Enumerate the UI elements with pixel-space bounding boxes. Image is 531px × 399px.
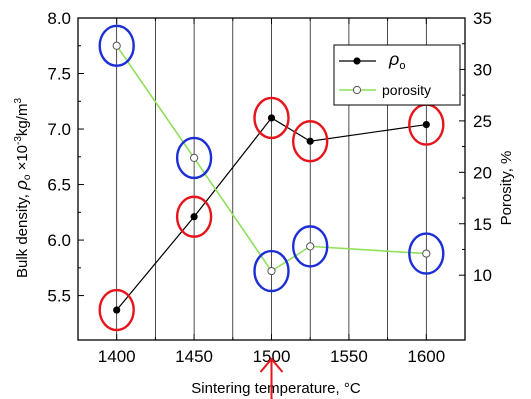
data-point-porosity (422, 249, 431, 258)
x-tick-label: 1600 (407, 347, 445, 366)
y-right-tick-label: 10 (473, 266, 492, 285)
y-right-tick-label: 30 (473, 60, 492, 79)
data-point-density (306, 137, 314, 145)
highlight-ellipse-porosity (292, 225, 329, 268)
legend-label-porosity: porosity (382, 82, 431, 98)
legend-box (333, 44, 461, 106)
data-point-density (190, 213, 198, 221)
data-point-porosity (267, 266, 276, 276)
y-left-tick-label: 5.5 (47, 287, 71, 306)
y-left-tick-label: 7.5 (47, 65, 71, 84)
data-point-porosity (112, 41, 121, 50)
y-left-tick-label: 8.0 (47, 9, 71, 28)
data-point-porosity (190, 153, 199, 163)
highlight-ellipse-porosity (175, 136, 213, 180)
highlight-ellipse-density (98, 288, 135, 332)
x-tick-label: 1450 (175, 347, 213, 366)
highlight-ellipse-porosity (408, 232, 445, 275)
y-left-tick-label: 7.0 (47, 120, 71, 139)
y-left-tick-label: 6.0 (47, 231, 71, 250)
y-right-tick-label: 15 (473, 215, 492, 234)
highlight-ellipse-density (175, 195, 213, 238)
y-right-tick-label: 35 (473, 9, 492, 28)
data-point-density (422, 120, 430, 129)
highlight-ellipse-porosity (98, 24, 135, 67)
data-point-density (267, 114, 276, 122)
y-left-tick-label: 6.5 (47, 176, 71, 195)
y-left-axis-title: Bulk density, ρo ×10-3kg/m3 (12, 98, 33, 278)
highlight-ellipse-density (253, 96, 290, 140)
y-right-axis-title: Porosity, % (498, 151, 515, 226)
annotation-layer (259, 357, 284, 399)
data-point-density (113, 306, 121, 314)
legend-marker-porosity (352, 85, 362, 95)
x-axis-title: Sintering temperature, °C (191, 380, 361, 397)
x-tick-label: 1400 (98, 347, 136, 366)
x-tick-label: 1550 (330, 347, 368, 366)
legend: ρo porosity (333, 44, 461, 106)
series-layer (112, 41, 431, 314)
legend-marker-density (353, 57, 361, 65)
legend-label-density: ρo (388, 49, 405, 72)
highlight-layer (98, 24, 445, 332)
x-tick-label: 1500 (253, 347, 291, 366)
highlight-ellipse-density (292, 120, 329, 163)
ticks-layer: 1400 1450 1500 1550 1600 5.5 6.0 6.5 7.0 7.5 8.0 10… (47, 9, 492, 366)
data-point-porosity (306, 242, 315, 251)
y-right-tick-label: 20 (473, 163, 492, 182)
annotation-arrow-head (259, 357, 284, 373)
y-right-tick-label: 25 (473, 112, 492, 131)
highlight-ellipse-porosity (253, 249, 290, 293)
